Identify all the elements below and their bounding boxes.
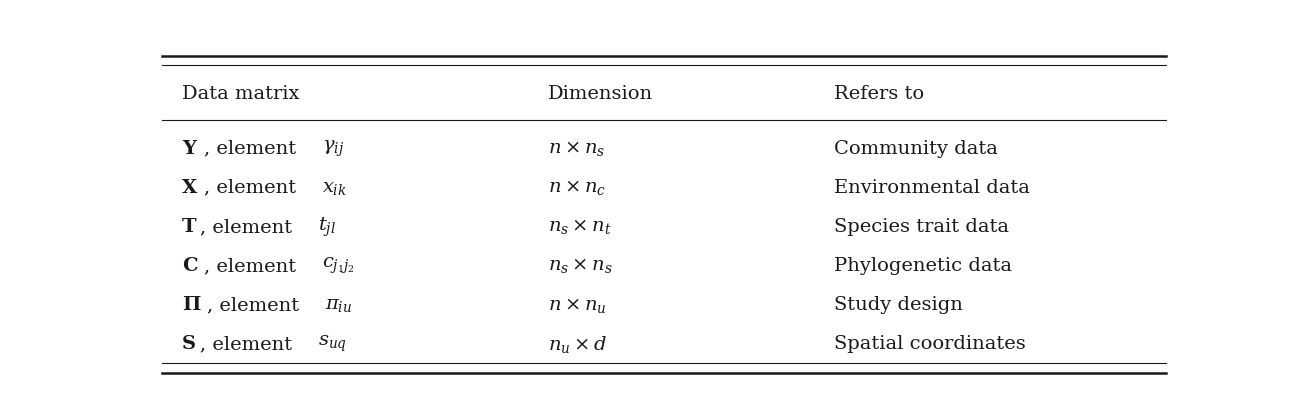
Text: , element: , element (205, 256, 303, 274)
Text: $n_s \times n_s$: $n_s \times n_s$ (548, 256, 613, 275)
Text: Species trait data: Species trait data (834, 217, 1009, 235)
Text: $\gamma_{ij}$: $\gamma_{ij}$ (322, 139, 344, 158)
Text: $n \times n_u$: $n \times n_u$ (548, 295, 607, 314)
Text: $n_u \times d$: $n_u \times d$ (548, 333, 607, 354)
Text: C: C (181, 256, 198, 274)
Text: Π: Π (181, 295, 201, 313)
Text: Refers to: Refers to (834, 85, 925, 103)
Text: $n \times n_c$: $n \times n_c$ (548, 178, 606, 197)
Text: $c_{j_1 j_2}$: $c_{j_1 j_2}$ (322, 255, 355, 275)
Text: Study design: Study design (834, 295, 963, 313)
Text: $s_{uq}$: $s_{uq}$ (319, 333, 347, 354)
Text: Y: Y (181, 139, 196, 158)
Text: , element: , element (205, 178, 303, 196)
Text: T: T (181, 217, 197, 235)
Text: $t_{jl}$: $t_{jl}$ (319, 215, 337, 238)
Text: Dimension: Dimension (548, 85, 654, 103)
Text: Community data: Community data (834, 139, 998, 158)
Text: Phylogenetic data: Phylogenetic data (834, 256, 1013, 274)
Text: $n \times n_s$: $n \times n_s$ (548, 139, 606, 158)
Text: $\pi_{iu}$: $\pi_{iu}$ (325, 295, 352, 313)
Text: X: X (181, 178, 197, 196)
Text: Data matrix: Data matrix (181, 85, 299, 103)
Text: Environmental data: Environmental data (834, 178, 1031, 196)
Text: $n_s \times n_t$: $n_s \times n_t$ (548, 217, 613, 236)
Text: $x_{ik}$: $x_{ik}$ (322, 178, 347, 196)
Text: , element: , element (207, 295, 306, 313)
Text: , element: , element (205, 139, 303, 158)
Text: , element: , element (199, 217, 298, 235)
Text: Spatial coordinates: Spatial coordinates (834, 334, 1026, 352)
Text: S: S (181, 334, 196, 352)
Text: , element: , element (199, 334, 298, 352)
